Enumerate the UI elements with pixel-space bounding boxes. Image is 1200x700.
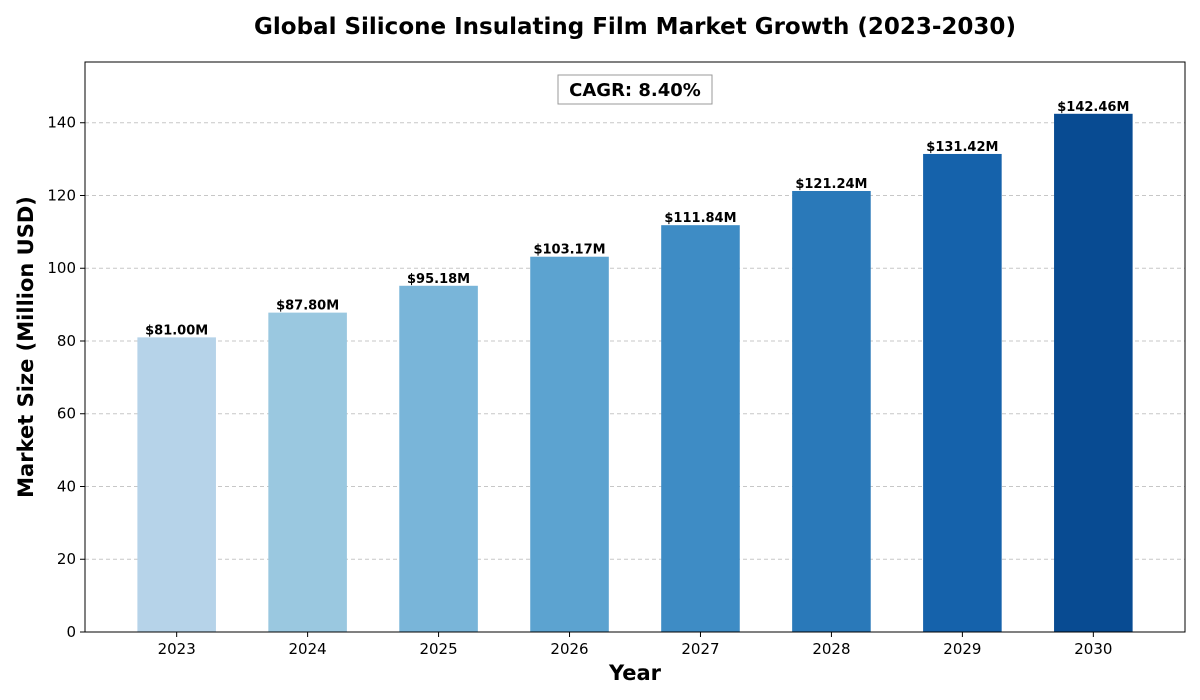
bar-2026 <box>530 256 609 632</box>
bar-value-label: $121.24M <box>795 177 867 192</box>
x-tick-label: 2024 <box>289 640 327 658</box>
x-axis-label: Year <box>608 661 662 685</box>
y-tick-label: 20 <box>57 550 76 568</box>
bar-2025 <box>399 285 478 632</box>
bar-2030 <box>1054 113 1133 632</box>
x-tick-label: 2026 <box>550 640 588 658</box>
bar-value-label: $142.46M <box>1057 100 1129 115</box>
x-tick-label: 2027 <box>681 640 719 658</box>
bar-2028 <box>792 190 871 632</box>
plot-area <box>85 62 1185 632</box>
y-tick-label: 140 <box>47 114 76 132</box>
y-tick-label: 40 <box>57 477 76 495</box>
x-tick-label: 2028 <box>812 640 850 658</box>
bar-2027 <box>661 225 740 632</box>
x-tick-label: 2030 <box>1074 640 1112 658</box>
x-tick-label: 2029 <box>943 640 981 658</box>
bar-2023 <box>137 337 216 632</box>
y-axis-label: Market Size (Million USD) <box>14 196 38 498</box>
cagr-annotation-box <box>557 74 713 105</box>
plot-frame <box>84 61 1186 633</box>
x-tick-label: 2025 <box>419 640 457 658</box>
y-tick-label: 0 <box>66 623 76 641</box>
bar-value-label: $103.17M <box>533 243 605 258</box>
y-tick-label: 100 <box>47 259 76 277</box>
y-tick-label: 60 <box>57 405 76 423</box>
bar-2029 <box>923 153 1002 632</box>
bars <box>137 113 1133 632</box>
bar-value-label: $131.42M <box>926 140 998 155</box>
bar-value-label: $81.00M <box>145 323 208 338</box>
bar-2024 <box>268 312 347 632</box>
y-tick-label: 120 <box>47 186 76 204</box>
cagr-annotation-text: CAGR: 8.40% <box>569 80 701 101</box>
x-axis-ticks: 2023 2024 2025 2026 2027 2028 2029 2030 <box>158 632 1112 658</box>
x-tick-label: 2023 <box>158 640 196 658</box>
bar-value-label: $87.80M <box>276 299 339 314</box>
y-tick-label: 80 <box>57 332 76 350</box>
cagr-annotation: CAGR: 8.40% <box>557 74 713 105</box>
bar-value-labels: $81.00M $87.80M $95.18M $103.17M $111.84M $12… <box>145 100 1129 339</box>
bar-value-label: $111.84M <box>664 211 736 226</box>
bar-value-label: $95.18M <box>407 272 470 287</box>
chart-title: Global Silicone Insulating Film Market G… <box>254 14 1016 40</box>
y-axis-ticks: 0 20 40 60 80 100 120 140 <box>47 114 85 641</box>
